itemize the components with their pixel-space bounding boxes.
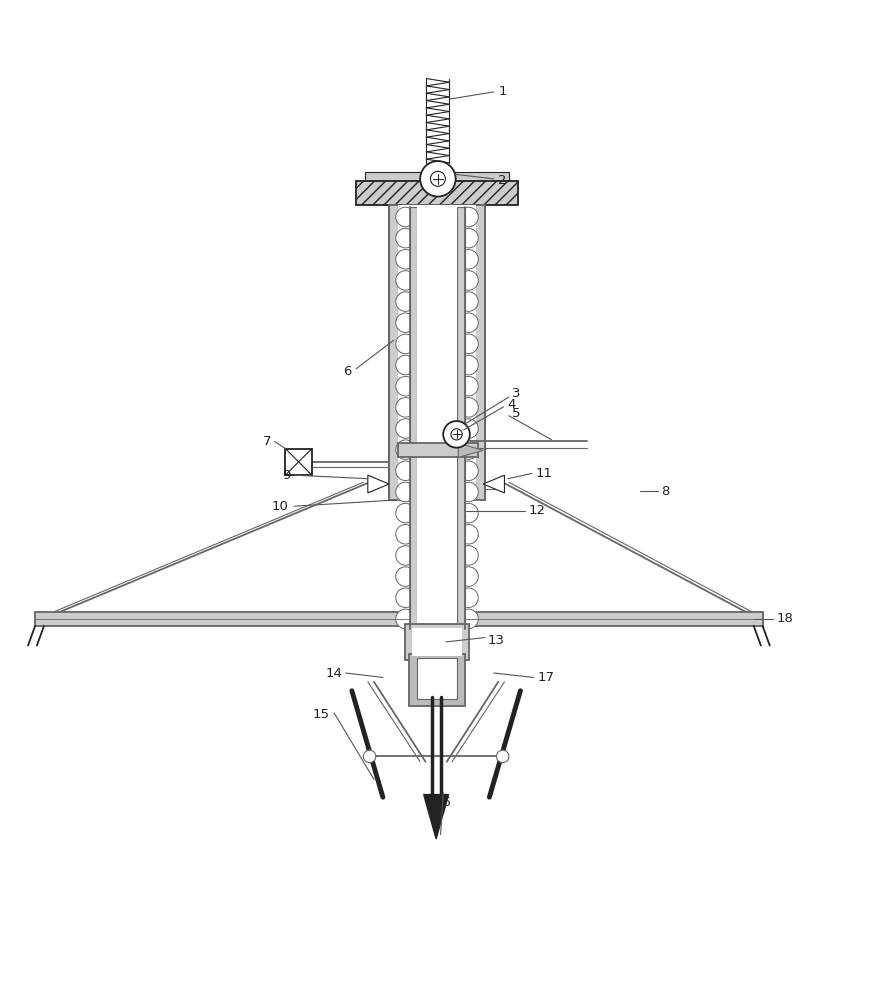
- Circle shape: [458, 482, 478, 502]
- Circle shape: [396, 461, 416, 481]
- Text: 2: 2: [498, 174, 506, 187]
- Bar: [409, 207, 417, 629]
- Circle shape: [396, 609, 416, 629]
- Bar: [398, 443, 478, 457]
- Circle shape: [396, 271, 416, 290]
- Bar: [412, 628, 462, 656]
- Polygon shape: [458, 443, 483, 457]
- Circle shape: [458, 398, 478, 417]
- Circle shape: [363, 750, 376, 763]
- Circle shape: [396, 313, 416, 333]
- Circle shape: [458, 567, 478, 586]
- Circle shape: [396, 567, 416, 586]
- Circle shape: [458, 228, 478, 248]
- Circle shape: [396, 398, 416, 417]
- Polygon shape: [368, 475, 389, 493]
- Circle shape: [396, 228, 416, 248]
- Circle shape: [396, 419, 416, 438]
- Bar: [365, 172, 509, 181]
- Circle shape: [497, 750, 509, 763]
- Text: 15: 15: [312, 708, 329, 721]
- Bar: [405, 624, 469, 660]
- Text: 10: 10: [272, 500, 289, 513]
- Circle shape: [458, 525, 478, 544]
- Circle shape: [458, 376, 478, 396]
- Circle shape: [396, 588, 416, 607]
- Circle shape: [458, 546, 478, 565]
- Text: 4: 4: [507, 398, 515, 411]
- Bar: [35, 612, 763, 626]
- Bar: [286, 449, 312, 475]
- Bar: [398, 205, 476, 500]
- Circle shape: [458, 334, 478, 354]
- Text: 11: 11: [536, 467, 553, 480]
- Circle shape: [458, 271, 478, 290]
- Text: 16: 16: [435, 796, 451, 809]
- Circle shape: [396, 376, 416, 396]
- Text: 18: 18: [777, 612, 794, 625]
- Bar: [417, 207, 457, 629]
- Bar: [457, 207, 465, 629]
- Circle shape: [458, 588, 478, 607]
- Circle shape: [458, 440, 478, 459]
- Polygon shape: [483, 475, 505, 493]
- Bar: [417, 658, 457, 699]
- Circle shape: [396, 207, 416, 227]
- Circle shape: [396, 525, 416, 544]
- Circle shape: [396, 546, 416, 565]
- Circle shape: [396, 482, 416, 502]
- Text: 17: 17: [538, 671, 554, 684]
- Circle shape: [458, 313, 478, 333]
- Polygon shape: [424, 795, 449, 839]
- Circle shape: [396, 503, 416, 523]
- Text: 12: 12: [529, 504, 546, 517]
- Text: 14: 14: [325, 667, 342, 680]
- Circle shape: [396, 334, 416, 354]
- Text: 13: 13: [488, 634, 505, 647]
- Circle shape: [458, 461, 478, 481]
- Bar: [389, 205, 485, 500]
- Text: 1: 1: [498, 85, 506, 98]
- Text: 5: 5: [513, 407, 521, 420]
- Circle shape: [420, 161, 456, 197]
- Text: 3: 3: [513, 387, 521, 400]
- Text: 7: 7: [263, 435, 271, 448]
- Circle shape: [396, 355, 416, 375]
- Text: 6: 6: [344, 365, 352, 378]
- Circle shape: [458, 207, 478, 227]
- Circle shape: [458, 250, 478, 269]
- Circle shape: [458, 355, 478, 375]
- Text: 9: 9: [282, 469, 291, 482]
- Circle shape: [443, 421, 470, 448]
- Circle shape: [458, 609, 478, 629]
- Circle shape: [396, 292, 416, 311]
- Circle shape: [396, 440, 416, 459]
- Bar: [356, 181, 518, 205]
- Circle shape: [458, 292, 478, 311]
- Circle shape: [458, 503, 478, 523]
- Circle shape: [396, 250, 416, 269]
- Bar: [409, 654, 465, 706]
- Circle shape: [458, 419, 478, 438]
- Text: 8: 8: [661, 485, 670, 498]
